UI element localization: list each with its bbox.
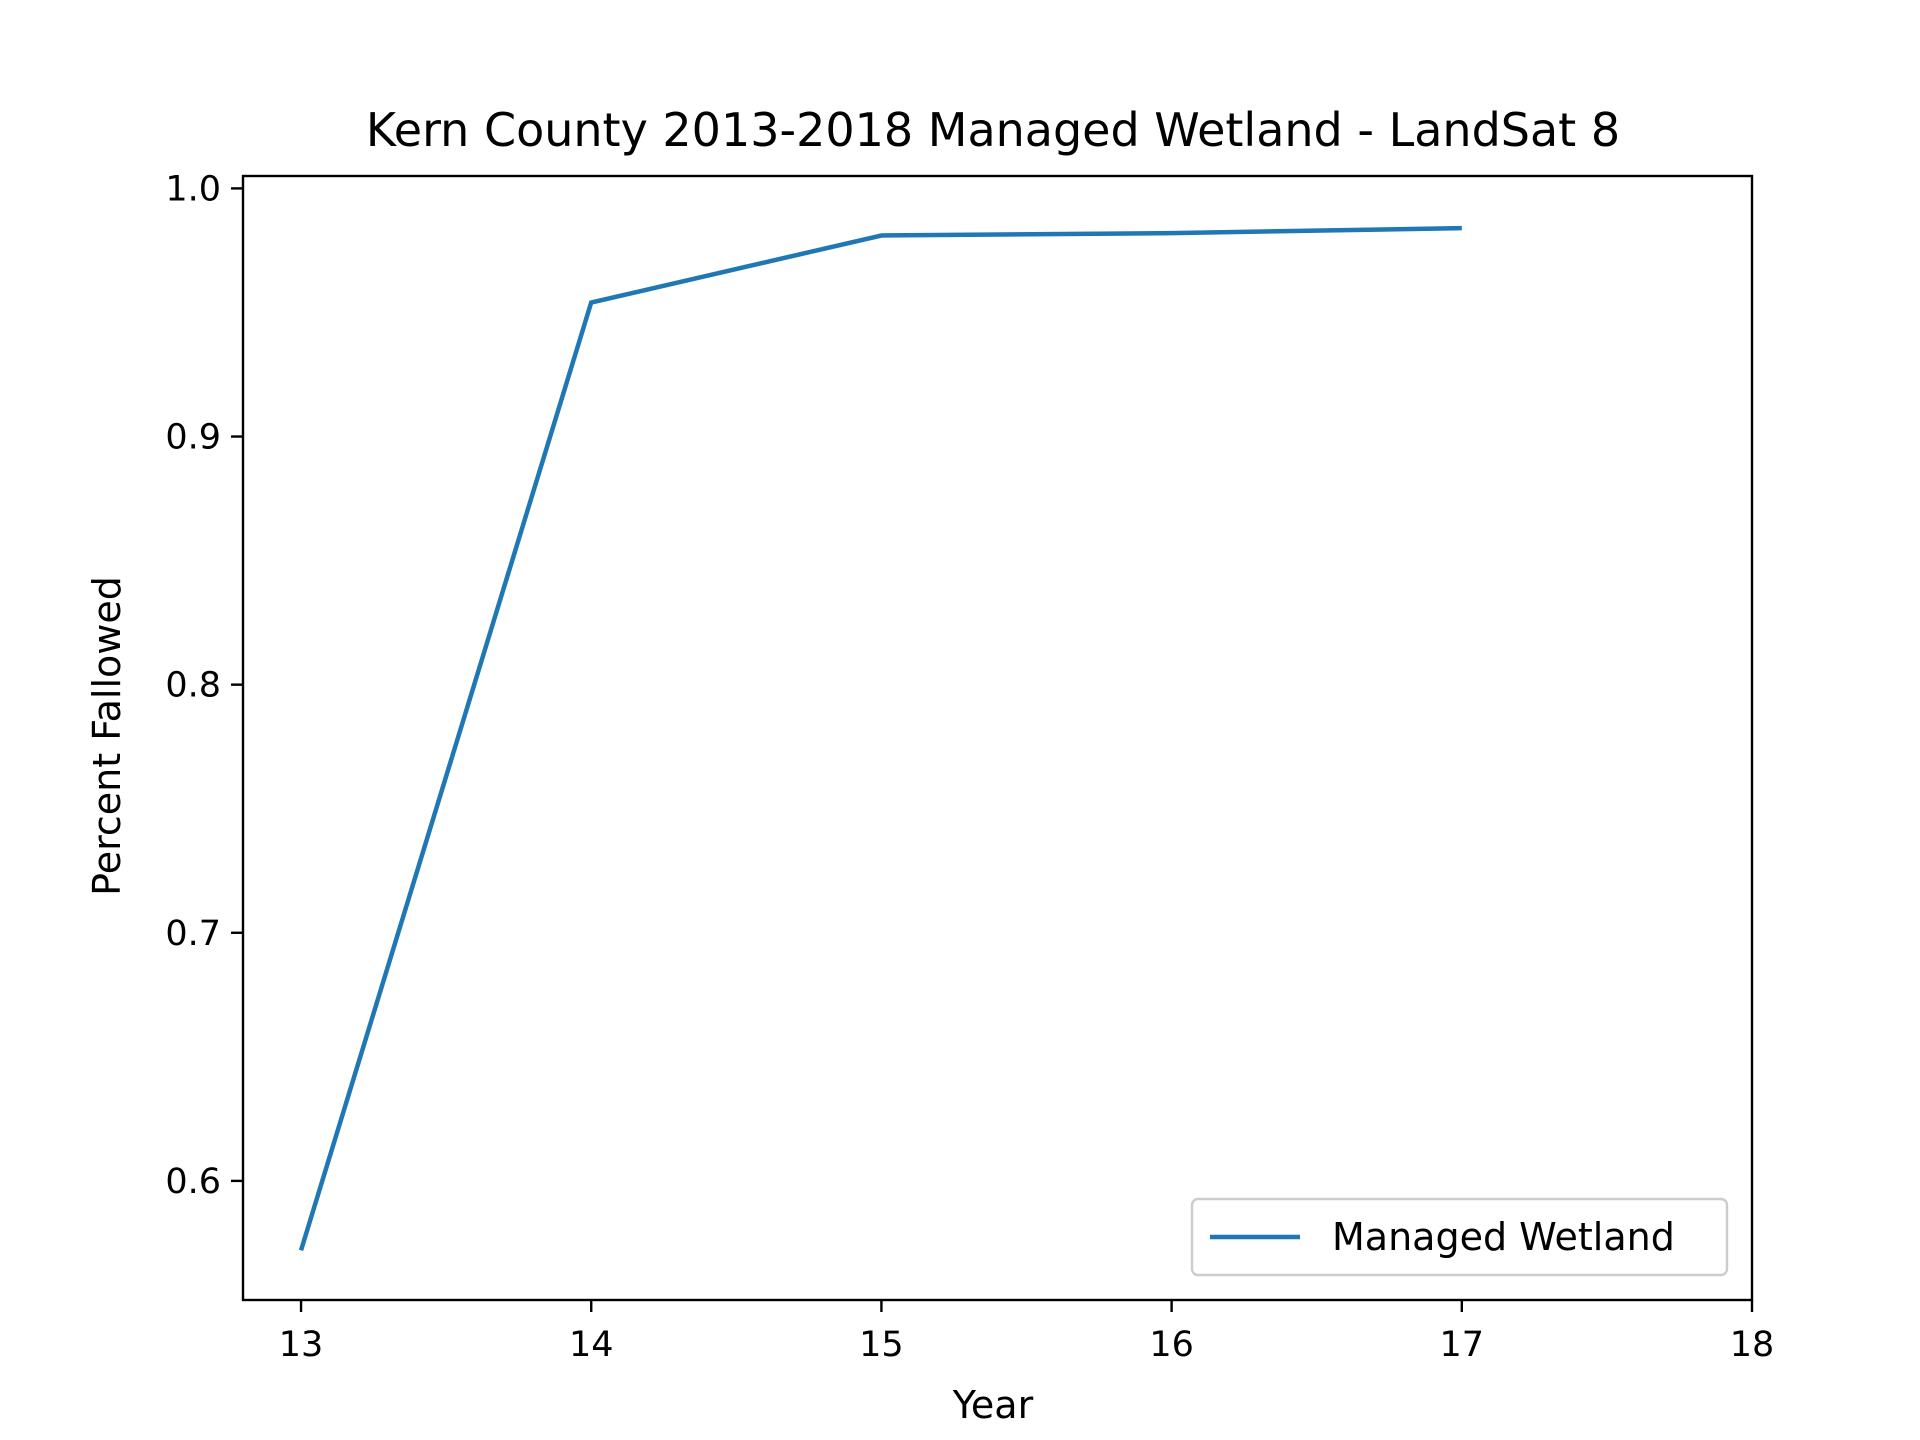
x-tick-label-2: 15 bbox=[859, 1325, 904, 1365]
plot-area: 13 14 15 16 17 18 0.6 0.7 0.8 0.9 1.0 bbox=[165, 169, 1774, 1365]
x-tick-label-3: 16 bbox=[1149, 1325, 1194, 1365]
x-tick-label-4: 17 bbox=[1440, 1325, 1485, 1365]
axes-frame bbox=[241, 174, 1754, 1302]
legend-box bbox=[1190, 1197, 1729, 1277]
y-tick-label-1: 0.7 bbox=[165, 914, 221, 954]
y-tick-label-0: 0.6 bbox=[165, 1162, 221, 1202]
legend-label-0: Managed Wetland bbox=[1332, 1215, 1675, 1259]
legend: Managed Wetland bbox=[1190, 1197, 1729, 1277]
x-axis-label: Year bbox=[952, 1383, 1034, 1427]
y-tick-label-4: 1.0 bbox=[165, 169, 221, 209]
x-tick-label-5: 18 bbox=[1730, 1325, 1775, 1365]
x-tick-label-0: 13 bbox=[279, 1325, 324, 1365]
x-tick-label-1: 14 bbox=[569, 1325, 614, 1365]
y-axis-label: Percent Fallowed bbox=[85, 576, 129, 896]
chart-title: Kern County 2013-2018 Managed Wetland - … bbox=[366, 103, 1620, 157]
y-tick-label-2: 0.8 bbox=[165, 666, 221, 706]
series-line-0 bbox=[298, 225, 1462, 1252]
y-tick-label-3: 0.9 bbox=[165, 418, 221, 458]
